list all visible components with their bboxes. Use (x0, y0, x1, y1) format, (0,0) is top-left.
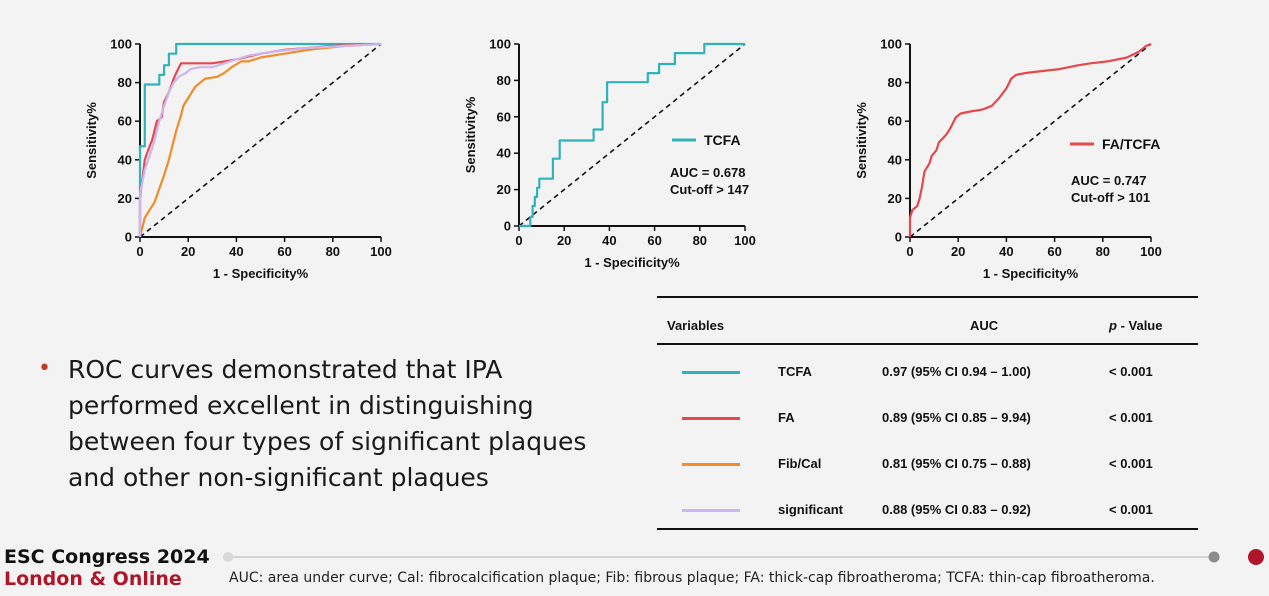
row-p-value: < 0.001 (1109, 364, 1153, 379)
row-auc: 0.97 (95% CI 0.94 – 1.00) (882, 364, 1031, 379)
table-top-rule (657, 296, 1198, 298)
y-axis-label: Sensitivity% (854, 102, 869, 179)
progress-current-dot (1208, 551, 1220, 563)
reference-diagonal (909, 43, 1152, 238)
row-p-value: < 0.001 (1109, 410, 1153, 425)
x-axis-label: 1 - Specificity% (584, 255, 680, 270)
legend-swatch (682, 509, 740, 512)
y-tick-label: 0 (895, 230, 902, 245)
progress-start-dot (223, 552, 233, 562)
row-label: FA (778, 410, 795, 425)
y-tick-label: 100 (880, 37, 902, 52)
y-tick-label: 80 (497, 73, 511, 88)
series-line-significant (138, 42, 382, 237)
row-label: Fib/Cal (778, 456, 822, 471)
y-tick-label: 80 (888, 75, 902, 90)
x-axis-label: 1 - Specificity% (983, 266, 1079, 281)
row-auc: 0.89 (95% CI 0.85 – 9.94) (882, 410, 1031, 425)
table-row: FA 0.89 (95% CI 0.85 – 9.94) < 0.001 (657, 408, 1198, 428)
y-tick-label: 60 (888, 114, 902, 129)
header-p-rest: - Value (1116, 318, 1163, 333)
row-label: TCFA (778, 364, 812, 379)
y-tick-label: 40 (888, 152, 902, 167)
legend-label: TCFA (704, 132, 741, 148)
x-tick-label: 100 (734, 233, 756, 248)
series-line-fa-tcfa (908, 42, 1152, 237)
series-line-tcfa (138, 42, 381, 237)
reference-diagonal (139, 43, 382, 238)
x-tick-label: 100 (1140, 244, 1162, 259)
y-tick-label: 100 (489, 37, 511, 52)
table-bottom-rule (657, 528, 1198, 530)
annotation-line: AUC = 0.678 (670, 165, 746, 180)
roc-chart-fa-tcfa: 00 20 20 40 40 60 60 80 80 100 100 1 - Specificity%… (854, 37, 1162, 282)
y-tick-label: 60 (497, 109, 511, 124)
row-p-value: < 0.001 (1109, 502, 1153, 517)
legend-swatch (682, 463, 740, 466)
y-tick-label: 20 (118, 191, 132, 206)
legend-label: FA/TCFA (1102, 136, 1160, 152)
bullet-marker: • (38, 356, 51, 381)
x-tick-label: 80 (1096, 244, 1110, 259)
y-tick-label: 40 (118, 152, 132, 167)
annotation-line: Cut-off > 147 (670, 182, 749, 197)
x-tick-label: 80 (326, 244, 340, 259)
series-line-fib-cal (138, 42, 382, 238)
brand-line-2: London & Online (4, 568, 182, 590)
x-tick-label: 40 (999, 244, 1013, 259)
y-tick-label: 60 (118, 114, 132, 129)
y-tick-label: 20 (497, 182, 511, 197)
y-tick-label: 0 (125, 230, 132, 245)
header-auc: AUC (970, 318, 999, 333)
legend-swatch (682, 417, 740, 420)
row-label: significant (778, 502, 844, 517)
x-tick-label: 0 (515, 233, 522, 248)
table-row: significant 0.88 (95% CI 0.83 – 0.92) < … (657, 500, 1198, 520)
row-auc: 0.88 (95% CI 0.83 – 0.92) (882, 502, 1031, 517)
x-tick-label: 60 (647, 233, 661, 248)
bullet-text: ROC curves demonstrated that IPA perform… (68, 355, 587, 492)
auc-table: Variables AUC p - Value TCFA 0.97 (95% C… (657, 296, 1198, 530)
header-variables: Variables (667, 318, 725, 333)
x-tick-label: 20 (181, 244, 195, 259)
x-tick-label: 20 (951, 244, 965, 259)
x-tick-label: 80 (693, 233, 707, 248)
x-axis-label: 1 - Specificity% (213, 266, 309, 281)
x-tick-label: 20 (557, 233, 571, 248)
x-tick-label: 0 (906, 244, 913, 259)
x-tick-label: 60 (1047, 244, 1061, 259)
annotation-line: Cut-off > 101 (1071, 190, 1150, 205)
reference-diagonal (518, 43, 746, 227)
row-auc: 0.81 (95% CI 0.75 – 0.88) (882, 456, 1031, 471)
x-tick-label: 40 (229, 244, 243, 259)
y-tick-label: 40 (497, 146, 511, 161)
y-tick-label: 20 (888, 191, 902, 206)
roc-chart-tcfa: 00 20 20 40 40 60 60 80 80 100 100 1 - Specificity%… (463, 37, 756, 271)
congress-brand: ESC Congress 2024 London & Online (4, 546, 210, 590)
header-p-value: p - Value (1109, 318, 1162, 333)
header-p-letter: p (1109, 318, 1117, 333)
progress-track (223, 549, 1264, 565)
table-header-rule (657, 343, 1198, 345)
x-tick-label: 100 (370, 244, 392, 259)
x-tick-label: 60 (277, 244, 291, 259)
footnote: AUC: area under curve; Cal: fibrocalcifi… (229, 570, 1155, 586)
table-row: TCFA 0.97 (95% CI 0.94 – 1.00) < 0.001 (657, 362, 1198, 382)
x-tick-label: 0 (136, 244, 143, 259)
y-tick-label: 80 (118, 75, 132, 90)
annotation-line: AUC = 0.747 (1071, 173, 1147, 188)
y-tick-label: 100 (110, 37, 132, 52)
roc-chart-combined: 00 20 20 40 40 60 60 80 80 100 100 1 - Specificity%… (84, 37, 392, 282)
series-line-tcfa (519, 42, 745, 228)
y-axis-label: Sensitivity% (84, 102, 99, 179)
legend-swatch (682, 371, 740, 374)
brand-line-1: ESC Congress 2024 (4, 546, 210, 568)
y-tick-label: 0 (504, 219, 511, 234)
x-tick-label: 40 (602, 233, 616, 248)
progress-end-dot (1248, 549, 1264, 565)
row-p-value: < 0.001 (1109, 456, 1153, 471)
bullet-point: • ROC curves demonstrated that IPA perfo… (38, 352, 638, 496)
y-axis-label: Sensitivity% (463, 96, 478, 173)
table-row: Fib/Cal 0.81 (95% CI 0.75 – 0.88) < 0.00… (657, 454, 1198, 474)
